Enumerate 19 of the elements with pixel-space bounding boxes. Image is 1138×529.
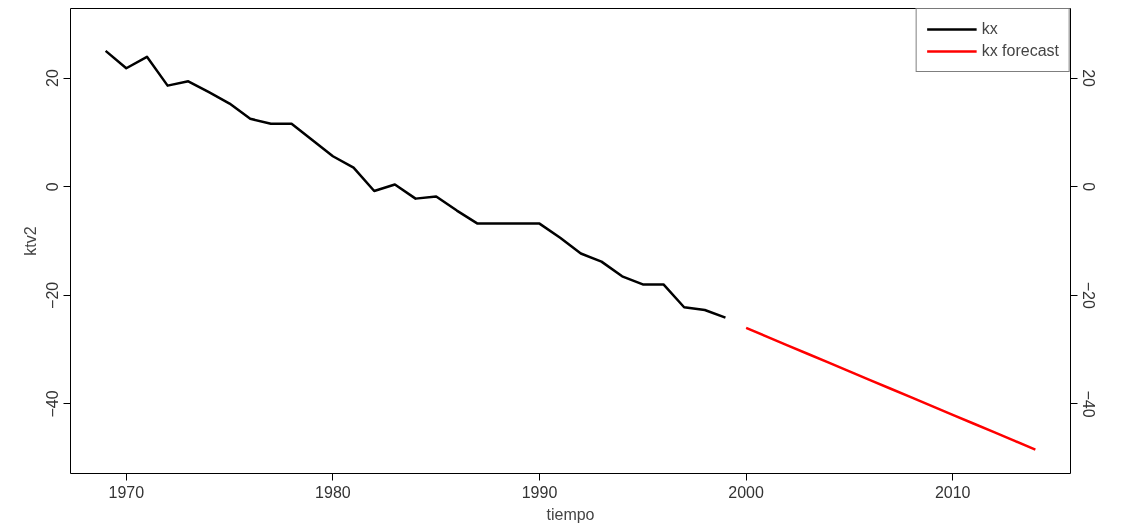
y-tick-label: −20 [44, 281, 62, 309]
legend-label: kx forecast [981, 42, 1059, 60]
x-axis-title: tiempo [546, 505, 595, 523]
x-tick-label: 2010 [934, 483, 971, 501]
legend-label: kx [981, 20, 999, 38]
y-tick-label: 20 [44, 69, 62, 87]
line-series [744, 326, 1037, 451]
x-tick-label: 1990 [521, 483, 558, 501]
x-tick-label: 1980 [315, 483, 351, 501]
y-tick-label: −40 [44, 390, 62, 418]
y2-tick-label: −40 [1079, 390, 1097, 418]
x-tick-label: 1970 [108, 483, 145, 501]
x-tick-label: 2000 [728, 483, 765, 501]
y-axis-title: ktv2 [21, 226, 39, 256]
y2-tick-label: 20 [1079, 69, 1097, 88]
y2-tick-label: 0 [1079, 182, 1097, 192]
line-series [104, 49, 727, 319]
y2-tick-label: −20 [1079, 281, 1097, 309]
y-tick-label: 0 [44, 182, 62, 192]
